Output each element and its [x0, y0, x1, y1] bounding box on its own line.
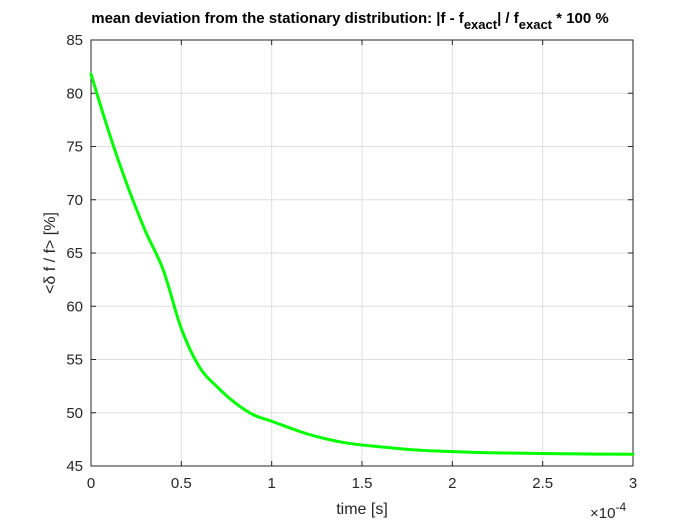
- x-tick-label: 1: [267, 475, 275, 492]
- chart-title: mean deviation from the stationary distr…: [91, 10, 608, 32]
- grid-lines: [91, 40, 633, 466]
- series-line: [89, 72, 635, 456]
- y-tick-label: 60: [66, 298, 83, 315]
- x-tick-label: 3: [629, 475, 637, 492]
- y-axis-label: <δ f / f> [%]: [42, 212, 59, 294]
- y-tick-label: 65: [66, 245, 83, 262]
- x-tick-label: 1.5: [352, 475, 373, 492]
- x-tick-label: 2.5: [532, 475, 553, 492]
- x-tick-label: 0: [87, 475, 95, 492]
- y-tick-label: 70: [66, 192, 83, 209]
- x-tick-label: 0.5: [171, 475, 192, 492]
- y-tick-label: 50: [66, 405, 83, 422]
- tick-labels: 0 0.5 1 1.5 2 2.5 3 45 50 55 60 65 70 75 80 85: [66, 32, 637, 492]
- y-tick-label: 45: [66, 458, 83, 475]
- y-tick-label: 80: [66, 85, 83, 102]
- axis-ticks: [90, 39, 634, 467]
- x-axis-label: time [s]: [336, 501, 388, 518]
- y-tick-label: 75: [66, 139, 83, 156]
- x-tick-label: 2: [448, 475, 456, 492]
- y-tick-label: 85: [66, 32, 83, 49]
- x-axis-exponent: ×10-4: [590, 500, 626, 522]
- y-tick-label: 55: [66, 352, 83, 369]
